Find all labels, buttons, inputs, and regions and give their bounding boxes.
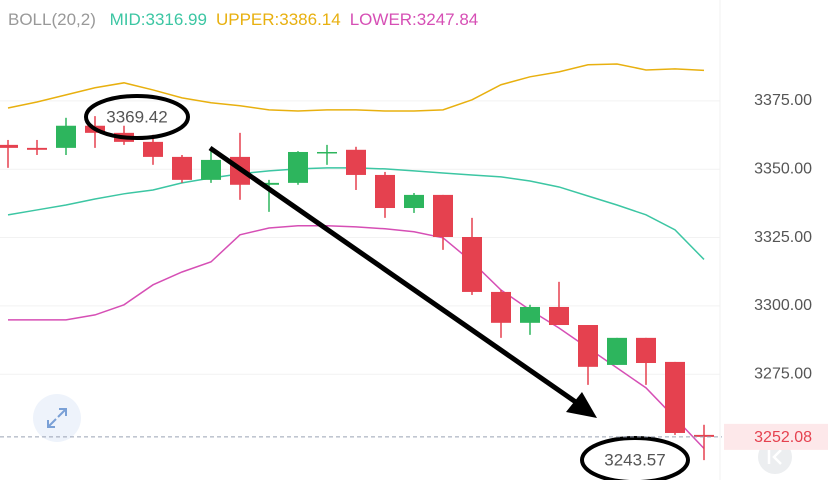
legend-value: 3247.84 — [416, 10, 479, 29]
candle-body — [578, 325, 598, 367]
candle-body — [346, 149, 366, 175]
y-tick-label: 3300.00 — [754, 297, 812, 314]
expand-icon — [47, 408, 67, 428]
back-icon — [767, 449, 782, 465]
candle-body — [259, 182, 279, 185]
candle-body — [375, 174, 395, 209]
legend-label: MID: — [109, 10, 146, 29]
indicator-header: BOLL(20,2) MID:3316.99 UPPER:3386.14 LOWER… — [8, 10, 487, 30]
candle-body — [201, 159, 221, 180]
band-line — [7, 63, 705, 112]
band-line — [8, 225, 705, 449]
candle-body — [143, 141, 163, 157]
candle-body — [636, 337, 656, 364]
indicator-name: BOLL(20,2) — [8, 10, 96, 29]
legend-entry: MID:3316.99 — [110, 10, 207, 29]
candle-body — [491, 291, 511, 323]
candle-body — [462, 236, 482, 292]
candle-body — [317, 151, 337, 154]
legend-value: 3316.99 — [145, 10, 207, 29]
candle-body — [56, 125, 76, 148]
expand-button[interactable] — [33, 394, 81, 442]
legend-label: LOWER: — [349, 10, 417, 29]
low-circle — [580, 436, 690, 480]
legend-value: 3386.14 — [279, 10, 341, 29]
annotations: 3369.42 3243.57 — [33, 94, 792, 480]
low-annotation: 3243.57 — [604, 450, 665, 469]
arrow-head — [566, 392, 597, 418]
candle-body — [433, 194, 453, 237]
candle-body — [694, 434, 714, 437]
candle-body — [520, 306, 540, 323]
candle-body — [27, 147, 47, 150]
grid: 3275.00 3300.00 3325.00 3350.00 3375.00 — [0, 92, 812, 382]
legend-label: UPPER: — [215, 10, 280, 29]
candle-body — [607, 337, 627, 365]
candle-body — [0, 144, 18, 148]
y-tick-label: 3275.00 — [754, 365, 812, 382]
candle-body — [665, 361, 685, 433]
y-tick-label: 3325.00 — [754, 229, 812, 246]
arrow-shaft — [208, 145, 582, 408]
high-annotation: 3369.42 — [106, 107, 167, 126]
candle-body — [288, 151, 308, 183]
y-tick-label: 3350.00 — [754, 160, 812, 177]
last-price-box — [724, 423, 828, 450]
candle-body — [549, 306, 569, 326]
legend-entry: UPPER:3386.14 — [216, 10, 341, 29]
candles — [0, 116, 714, 461]
candle-body — [172, 156, 192, 180]
y-tick-label: 3375.00 — [754, 92, 812, 109]
high-circle — [84, 94, 190, 140]
legend-entry: LOWER:3247.84 — [350, 10, 479, 29]
last-price-label: 3252.08 — [754, 429, 812, 446]
last-price: 3252.08 — [0, 423, 828, 450]
candle-body — [404, 194, 424, 209]
